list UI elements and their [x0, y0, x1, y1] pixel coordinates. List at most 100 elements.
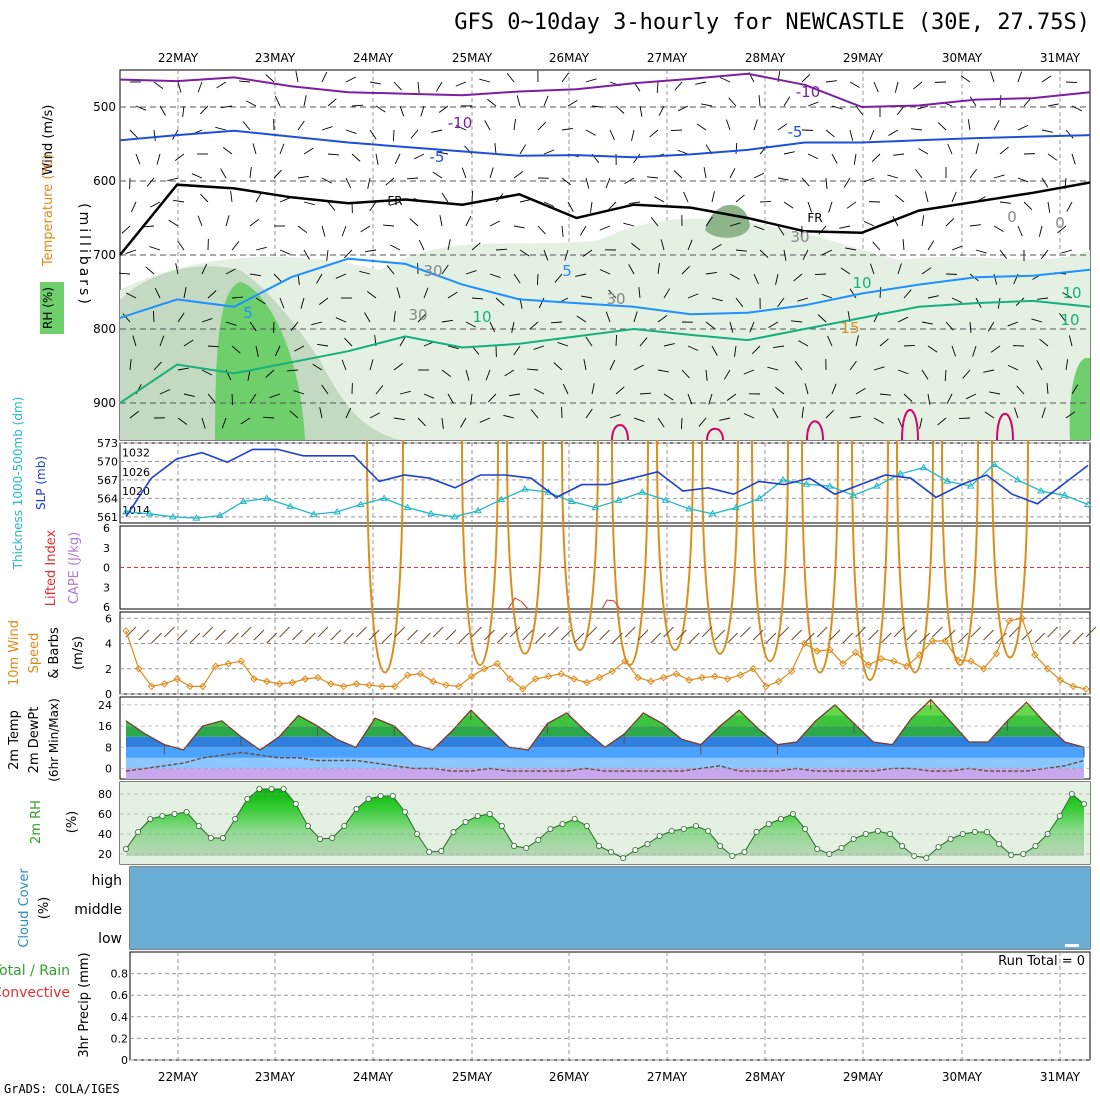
wind-speed-point	[378, 682, 386, 691]
wind-barb	[825, 129, 835, 138]
wind-barb	[869, 129, 875, 141]
wind-barb	[1031, 318, 1043, 323]
wind-barb	[921, 215, 925, 227]
wind-barb	[801, 177, 810, 187]
wind-speed-point	[1018, 614, 1026, 623]
wind-barb	[775, 273, 779, 285]
wind-barb	[543, 249, 549, 261]
wind-barb	[607, 201, 617, 211]
rh-point	[923, 855, 930, 862]
wind-barb	[927, 240, 935, 251]
wind-barb	[222, 147, 233, 155]
wind-barb	[231, 345, 241, 354]
wind-barb	[917, 105, 929, 110]
contour-label: 10	[1062, 284, 1081, 302]
wind-barb	[660, 239, 665, 251]
wind-barb	[894, 81, 899, 93]
wind-barb	[585, 129, 596, 136]
wind-speed-point	[506, 675, 514, 683]
wind-barb	[767, 366, 779, 371]
wind-barb	[537, 121, 547, 131]
wind-barb	[1061, 249, 1073, 254]
wind-barb	[255, 246, 267, 251]
wind-barb	[345, 76, 357, 83]
wind-barb	[647, 176, 659, 179]
wind-barb	[534, 388, 545, 395]
wind-barb	[918, 148, 929, 155]
wind-barb	[829, 629, 841, 641]
wind-barb	[432, 171, 443, 179]
isotherm-15-loop	[506, 439, 544, 655]
wind-barb	[344, 337, 353, 347]
wind-speed-point	[928, 637, 937, 645]
wind-barb	[1071, 153, 1076, 165]
temp-whiskers	[163, 699, 1085, 758]
wind-barb	[561, 128, 573, 131]
thickness-point	[591, 503, 600, 511]
wind-barb	[513, 225, 525, 229]
thickness-point	[685, 504, 694, 512]
wind-barb	[489, 220, 501, 227]
wind-barb	[599, 629, 610, 641]
wind-barb	[420, 632, 431, 644]
wind-speed-point	[160, 680, 169, 688]
rh-point	[668, 828, 675, 835]
wind-barb	[504, 369, 515, 377]
wind-barb	[591, 105, 603, 108]
wind-barb	[479, 78, 491, 83]
wind-barb	[825, 80, 837, 83]
wind-barb	[121, 225, 131, 234]
wind-barb	[317, 343, 329, 347]
temp-band	[126, 757, 1084, 769]
wind-barb	[159, 105, 166, 116]
thickness-point	[262, 494, 271, 501]
wind-speed-point	[698, 673, 706, 682]
wind-barb	[159, 335, 165, 347]
wind-barb	[495, 248, 508, 251]
wind-barb	[389, 201, 401, 206]
wind-barb	[638, 287, 641, 299]
wind-speed-point	[800, 639, 809, 648]
wind-barb	[129, 129, 138, 139]
wind-barb	[560, 629, 572, 641]
wind-barb	[932, 626, 943, 638]
wind-barb	[345, 129, 357, 135]
contour-label: -5	[430, 148, 445, 166]
wind-barb	[947, 143, 953, 155]
wind-barb	[488, 393, 497, 403]
wind-speed-point	[455, 682, 463, 691]
wind-barb	[687, 393, 693, 405]
wind-speed-point	[851, 648, 860, 657]
wind-barb	[417, 81, 420, 93]
wind-speed-point	[237, 657, 245, 665]
rh-point	[644, 841, 651, 848]
wind-barb	[177, 240, 185, 251]
wind-speed-point	[391, 682, 399, 691]
rh-point	[705, 828, 712, 835]
rh-point	[620, 855, 627, 862]
wind-barb	[842, 632, 854, 644]
contour-label: 30	[606, 290, 625, 308]
wind-barb	[919, 632, 930, 644]
wind-barb	[863, 177, 875, 183]
contour-label: -10	[796, 83, 821, 101]
wind-barb	[951, 345, 957, 357]
wind-barb	[913, 81, 923, 90]
wind-barb	[159, 389, 171, 395]
dewpoint-line	[125, 751, 1085, 772]
day-grid-slp-thickness	[177, 443, 1061, 523]
wind-barb	[393, 81, 402, 91]
wind-speed-point	[992, 649, 1001, 658]
wind-speed-point	[327, 680, 335, 688]
wind-barb	[888, 129, 899, 136]
rh-point	[935, 844, 942, 851]
wind-barb	[751, 345, 761, 355]
wind-barb	[231, 296, 243, 299]
wind-barb	[783, 151, 795, 155]
wind-barb	[997, 297, 1001, 309]
wind-barb	[965, 393, 977, 400]
wind-barb	[1017, 124, 1029, 131]
wind-barb	[230, 191, 233, 203]
wind-barb	[174, 153, 185, 161]
thickness-point	[427, 509, 435, 517]
